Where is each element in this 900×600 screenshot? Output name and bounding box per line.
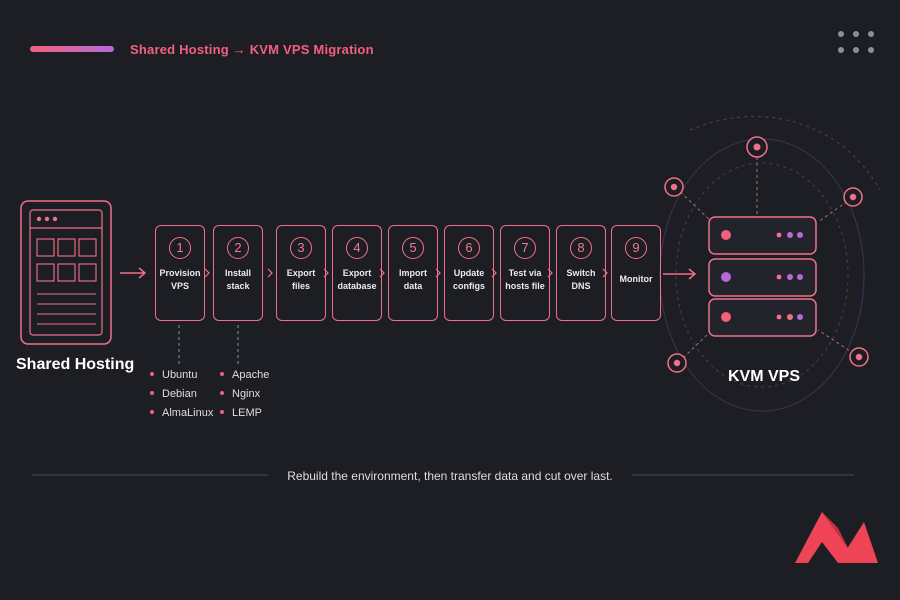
kvm-vps-label: KVM VPS (727, 368, 800, 385)
arrow-icon (663, 268, 697, 280)
step-label: Provision VPS (159, 268, 201, 291)
step-number: 9 (625, 237, 647, 259)
step-number: 3 (290, 237, 312, 259)
list-item: AlmaLinux (150, 404, 213, 423)
step-label: Import data (399, 268, 427, 291)
step-label: Update configs (452, 268, 485, 291)
step-export-files: 3 Export files (276, 225, 326, 321)
step-number: 2 (227, 237, 249, 259)
stack-options-list: Apache Nginx LEMP (220, 366, 269, 423)
step-number: 8 (570, 237, 592, 259)
server-stack-icon (708, 216, 817, 337)
header-accent-bar (30, 46, 114, 52)
node-icon (664, 136, 869, 373)
step-export-database: 4 Export database (332, 225, 382, 321)
arrow-icon (120, 267, 147, 279)
step-test-hosts-file: 7 Test via hosts file (500, 225, 550, 321)
shared-hosting-label: Shared Hosting (16, 356, 135, 373)
step-number: 1 (169, 237, 191, 259)
list-item: Ubuntu (150, 366, 213, 385)
step-number: 4 (346, 237, 368, 259)
list-item: Debian (150, 385, 213, 404)
step-install-stack: 2 Install stack (213, 225, 263, 321)
step-monitor: 9 Monitor (611, 225, 661, 321)
list-item: Apache (220, 366, 269, 385)
list-item: Nginx (220, 385, 269, 404)
step-provision-vps: 1 Provision VPS (155, 225, 205, 321)
step-label: Switch DNS (566, 268, 596, 291)
step-label: Install stack (224, 268, 251, 291)
step-label: Monitor (619, 274, 653, 284)
footer-caption: Rebuild the environment, then transfer d… (287, 469, 613, 483)
step-label: Export database (337, 268, 377, 291)
step-import-data: 5 Import data (388, 225, 438, 321)
step-switch-dns: 8 Switch DNS (556, 225, 606, 321)
step-number: 6 (458, 237, 480, 259)
list-item: LEMP (220, 404, 269, 423)
step-label: Test via hosts file (505, 268, 545, 291)
page-title: Shared Hosting → KVM VPS Migration (130, 42, 374, 57)
step-label: Export files (286, 268, 316, 291)
step-number: 5 (402, 237, 424, 259)
brand-logo-icon (795, 512, 878, 563)
step-update-configs: 6 Update configs (444, 225, 494, 321)
dots-grid-icon (838, 31, 874, 53)
os-options-list: Ubuntu Debian AlmaLinux (150, 366, 213, 423)
step-number: 7 (514, 237, 536, 259)
browser-window-icon (20, 200, 112, 345)
